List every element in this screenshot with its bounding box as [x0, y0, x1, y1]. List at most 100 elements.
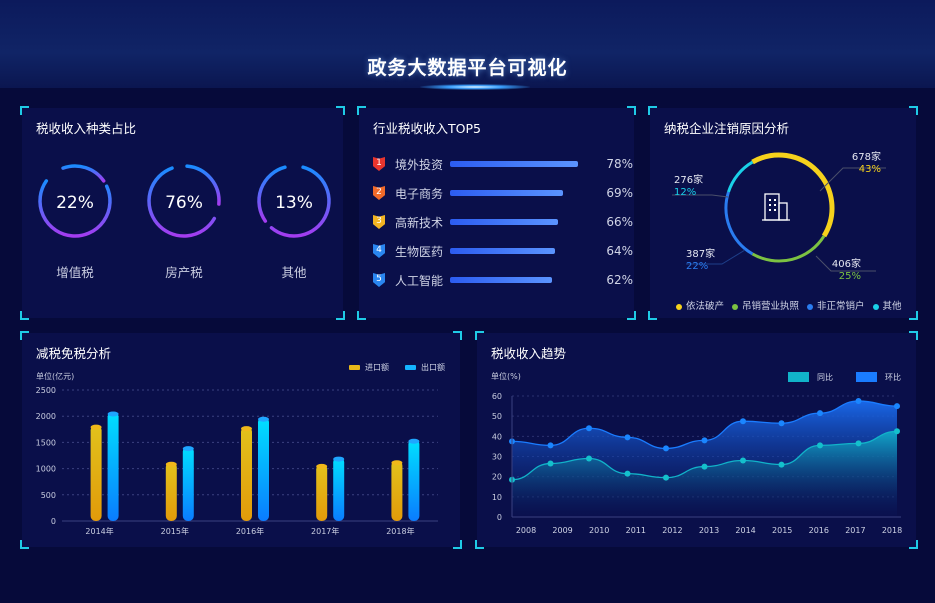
progress-bar: [450, 248, 556, 254]
progress-bar: [450, 277, 552, 283]
gauge-0: 22% 增值税: [35, 164, 115, 281]
corner-decoration: [627, 106, 636, 115]
gauge-arc: [61, 164, 106, 183]
donut-slice: [727, 160, 754, 193]
progress-track: [450, 248, 580, 254]
y-tick-label: 0: [51, 517, 56, 526]
data-point: [740, 457, 746, 464]
page-title: 政务大数据平台可视化: [367, 57, 568, 79]
corner-decoration: [909, 331, 918, 340]
y-tick-label: 50: [492, 412, 502, 421]
corner-decoration: [627, 311, 636, 320]
panel-title: 税收收入趋势: [491, 346, 567, 361]
gauge-2: 13% 其他: [254, 164, 334, 281]
legend-label: 非正常销户: [817, 301, 865, 312]
gauge-label: 房产税: [165, 265, 203, 280]
donut-slice: [751, 235, 826, 263]
donut-count-label: 678家: [851, 152, 881, 163]
x-tick-label: 2015年: [161, 526, 189, 536]
panel-title: 纳税企业注销原因分析: [664, 121, 790, 136]
data-point: [701, 437, 708, 444]
gauge-value: 22%: [56, 193, 94, 213]
y-tick-label: 1500: [36, 438, 56, 447]
corner-decoration: [453, 540, 462, 549]
donut-legend: 依法破产 吊销营业执照 非正常销户 其他: [676, 298, 910, 312]
data-point: [855, 440, 862, 447]
progress-track: [450, 219, 580, 225]
progress-bar: [450, 219, 559, 225]
ring-gauge: [38, 164, 112, 238]
bar-cap: [316, 463, 328, 469]
data-point: [817, 442, 823, 449]
tax-types-panel: 税收收入种类占比 22% 增值税 76% 房产税 13% 其他: [20, 106, 345, 320]
industry-percent: 66%: [606, 215, 633, 229]
x-tick-label: 2018: [882, 526, 902, 535]
gauge-arc: [269, 165, 331, 238]
x-tick-label: 2008: [516, 526, 536, 535]
gauge-arc: [147, 166, 217, 238]
industry-name: 人工智能: [395, 273, 444, 288]
donut-slice: [724, 191, 754, 256]
legend-label: 同比: [817, 372, 833, 382]
industry-percent: 78%: [606, 157, 633, 171]
legend-label: 其他: [882, 301, 902, 312]
industry-top5-panel: 行业税收收入TOP5 1 境外投资 78% 2 电子商务 69% 3 高新技术 66% 4 生物医药…: [357, 106, 636, 320]
legend-swatch: [856, 372, 877, 382]
bar-export: [107, 412, 119, 521]
header: [0, 0, 935, 88]
legend-label: 环比: [885, 372, 901, 382]
x-tick-label: 2018年: [386, 526, 414, 536]
data-point: [894, 428, 900, 435]
donut-percent-label: 12%: [674, 187, 697, 198]
x-tick-label: 2010: [589, 526, 609, 535]
rank-badge-icon: 5: [373, 273, 385, 287]
rank-badge-icon: 1: [373, 157, 385, 171]
donut-chart: [672, 152, 886, 272]
donut-percent-label: 43%: [858, 164, 881, 175]
legend-label: 出口额: [421, 362, 445, 372]
x-tick-label: 2011: [626, 526, 646, 535]
legend-item: 其他: [872, 301, 902, 312]
progress-bar: [450, 190, 564, 196]
gauge-label: 增值税: [56, 265, 94, 280]
corner-decoration: [336, 106, 345, 115]
x-tick-label: 2012: [662, 526, 682, 535]
panel-title: 税收收入种类占比: [36, 121, 137, 136]
rank-row: 5 人工智能 62%: [373, 271, 633, 289]
data-point: [817, 410, 823, 417]
y-tick-label: 10: [492, 493, 502, 502]
data-point: [624, 470, 631, 477]
legend-swatch: [788, 372, 809, 382]
legend-dot-icon: [807, 303, 814, 310]
leader-line: [819, 167, 886, 192]
progress-bar: [450, 161, 578, 167]
donut-percent-label: 25%: [838, 271, 861, 282]
rank-badge-icon: 4: [373, 244, 385, 258]
donut-count-label: 406家: [831, 259, 861, 270]
leader-line: [686, 249, 746, 265]
tax-relief-panel: 减税免税分析 单位(亿元) 0 500 1000 1500 2000 2500 2014年 20…: [20, 331, 462, 549]
data-point: [740, 418, 746, 425]
bar-chart: 单位(亿元) 0 500 1000 1500 2000 2500 2014年 2015年 2016…: [36, 362, 445, 536]
corner-decoration: [20, 540, 29, 549]
data-point: [855, 398, 862, 405]
donut-percent-label: 22%: [686, 261, 709, 272]
bar-export: [182, 446, 194, 521]
header-glow: [420, 84, 530, 90]
gauge-value: 13%: [275, 193, 313, 213]
x-tick-label: 2009: [552, 526, 572, 535]
progress-track: [450, 190, 580, 196]
corner-decoration: [336, 311, 345, 320]
y-tick-label: 40: [492, 432, 502, 441]
industry-percent: 64%: [606, 244, 633, 258]
bar-export: [258, 417, 269, 521]
y-tick-label: 0: [497, 513, 502, 522]
bar-cap: [333, 456, 345, 462]
bar-cap: [241, 426, 252, 432]
rank-row: 4 生物医药 64%: [373, 242, 633, 260]
progress-track: [450, 161, 580, 167]
corner-decoration: [909, 540, 918, 549]
x-tick-label: 2014年: [85, 526, 113, 536]
corner-decoration: [475, 331, 484, 340]
data-point: [778, 420, 785, 427]
